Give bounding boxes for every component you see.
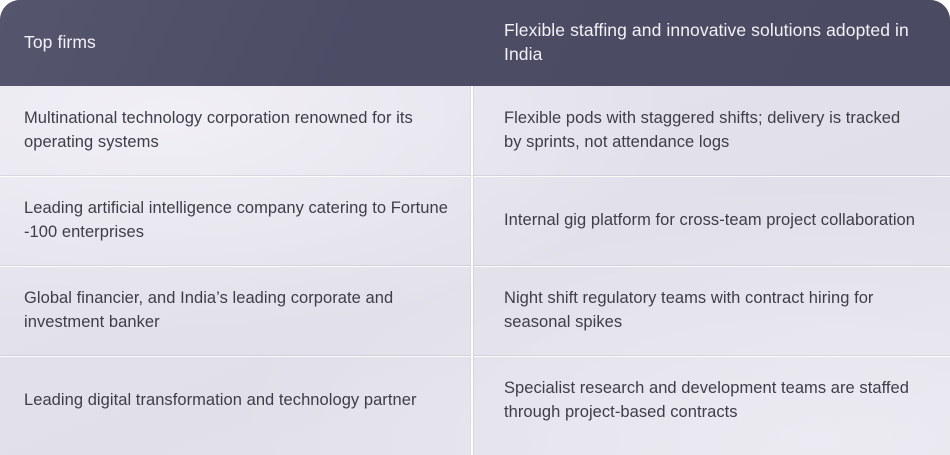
cell-firm: Multinational technology corporation ren… [0, 86, 472, 176]
table-row: Global financier, and India’s leading co… [0, 266, 950, 356]
cell-firm: Leading digital transformation and techn… [0, 356, 472, 446]
column-header-top-firms-label: Top firms [24, 32, 96, 53]
table-row: Leading digital transformation and techn… [0, 356, 950, 446]
cell-solution-text: Night shift regulatory teams with contra… [504, 289, 874, 331]
cell-solution: Internal gig platform for cross-team pro… [472, 176, 950, 266]
cell-solution: Night shift regulatory teams with contra… [472, 266, 950, 356]
cell-firm-text: Multinational technology corporation ren… [24, 109, 413, 151]
cell-firm: Global financier, and India’s leading co… [0, 266, 472, 356]
cell-solution: Specialist research and development team… [472, 356, 950, 446]
cell-solution: Flexible pods with staggered shifts; del… [472, 86, 950, 176]
table-header-row: Top firms Flexible staffing and innovati… [0, 0, 950, 86]
cell-firm: Leading artificial intelligence company … [0, 176, 472, 266]
cell-firm-text: Leading digital transformation and techn… [24, 391, 417, 410]
cell-solution-text: Flexible pods with staggered shifts; del… [504, 109, 901, 151]
table-body: Multinational technology corporation ren… [0, 86, 950, 455]
cell-solution-text: Internal gig platform for cross-team pro… [504, 211, 916, 230]
cell-solution-text: Specialist research and development team… [504, 379, 909, 421]
cell-firm-text: Global financier, and India’s leading co… [24, 289, 394, 331]
table-row: Multinational technology corporation ren… [0, 86, 950, 176]
table-row: Leading artificial intelligence company … [0, 176, 950, 266]
column-header-flexible-staffing-label: Flexible staffing and innovative solutio… [504, 20, 909, 64]
column-header-top-firms: Top firms [0, 0, 472, 86]
column-header-flexible-staffing: Flexible staffing and innovative solutio… [472, 0, 950, 86]
cell-firm-text: Leading artificial intelligence company … [24, 199, 448, 241]
